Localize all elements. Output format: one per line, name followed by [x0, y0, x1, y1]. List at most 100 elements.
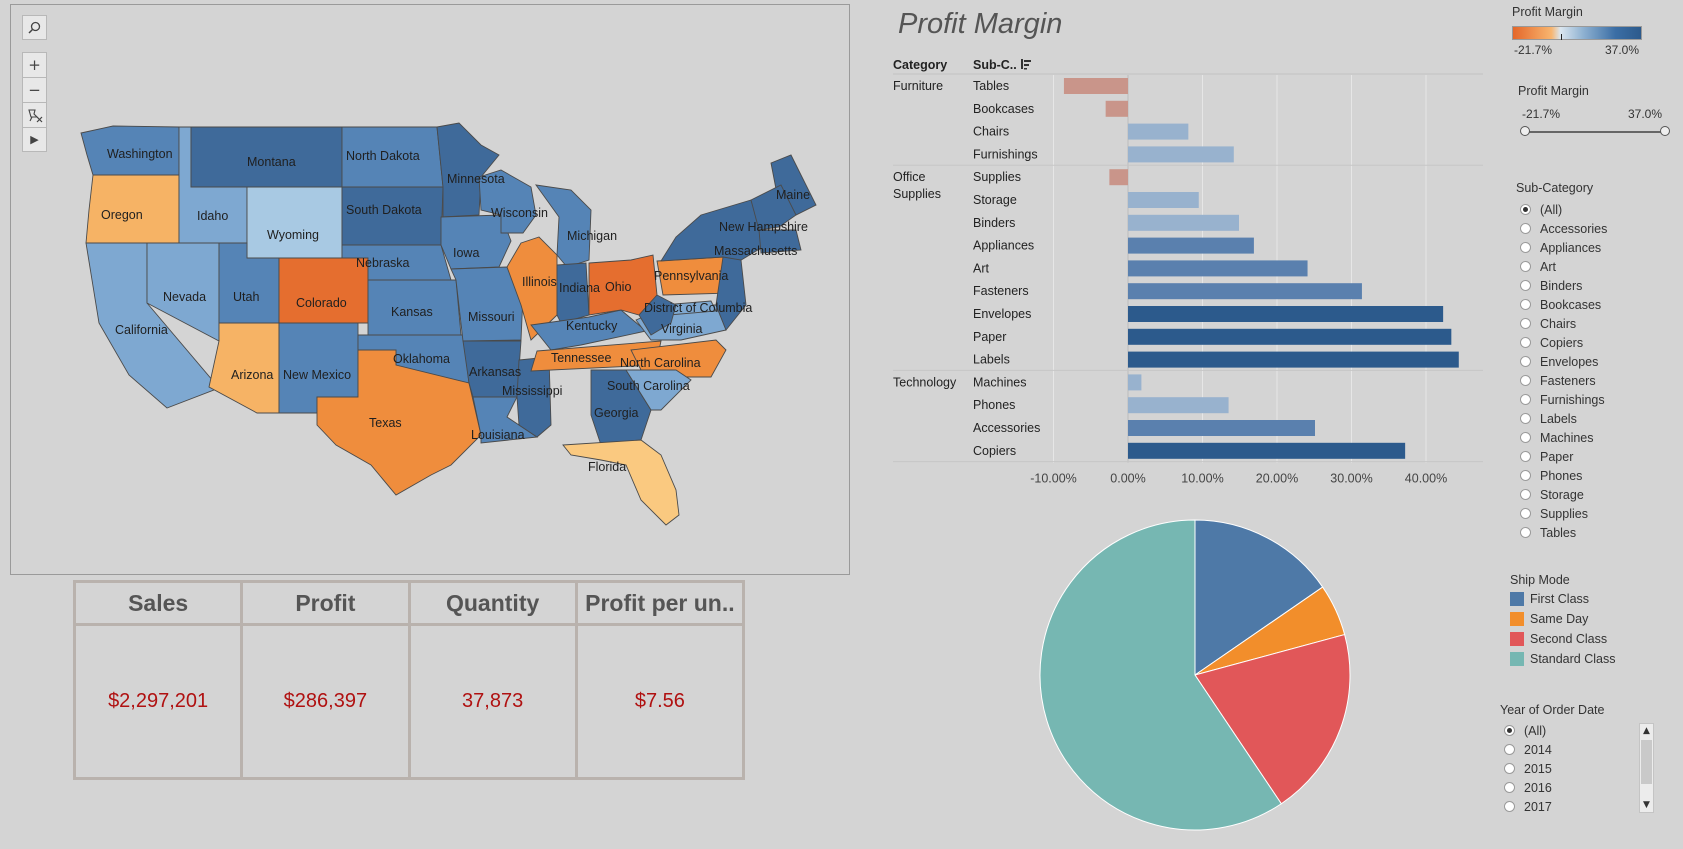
- bar-supplies[interactable]: [1109, 169, 1128, 186]
- filter-option[interactable]: Art: [1520, 257, 1607, 276]
- map-panel[interactable]: Washington Oregon California Idaho Nevada Mon…: [10, 4, 850, 575]
- radio-button[interactable]: [1520, 527, 1531, 538]
- radio-button[interactable]: [1520, 318, 1531, 329]
- filter-option[interactable]: (All): [1520, 200, 1607, 219]
- scroll-up-icon[interactable]: ▲: [1643, 726, 1650, 736]
- radio-button[interactable]: [1520, 337, 1531, 348]
- filter-option[interactable]: Supplies: [1520, 504, 1607, 523]
- radio-button[interactable]: [1520, 432, 1531, 443]
- state-new-hampshire[interactable]: [750, 184, 797, 231]
- bar-phones[interactable]: [1128, 397, 1229, 414]
- state-colorado[interactable]: [278, 257, 369, 324]
- radio-button[interactable]: [1520, 413, 1531, 424]
- state-west-virginia[interactable]: [638, 294, 677, 336]
- filter-option[interactable]: Machines: [1520, 428, 1607, 447]
- state-iowa[interactable]: [440, 214, 512, 270]
- bar-tables[interactable]: [1063, 78, 1128, 94]
- radio-button[interactable]: [1520, 394, 1531, 405]
- state-south-carolina[interactable]: [625, 369, 692, 411]
- legend-item[interactable]: Same Day: [1510, 609, 1615, 629]
- state-texas[interactable]: [316, 349, 482, 496]
- profit-margin-color-scale: [1512, 26, 1642, 40]
- filter-option[interactable]: Binders: [1520, 276, 1607, 295]
- filter-option[interactable]: Envelopes: [1520, 352, 1607, 371]
- filter-option[interactable]: Paper: [1520, 447, 1607, 466]
- radio-button[interactable]: [1520, 261, 1531, 272]
- scroll-down-icon[interactable]: ▼: [1643, 800, 1650, 810]
- filter-option[interactable]: Fasteners: [1520, 371, 1607, 390]
- zoom-in-button[interactable]: +: [22, 52, 47, 77]
- radio-button[interactable]: [1520, 299, 1531, 310]
- bar-chairs[interactable]: [1128, 123, 1189, 140]
- state-wisconsin[interactable]: [478, 169, 537, 234]
- radio-button[interactable]: [1504, 782, 1515, 793]
- sort-icon[interactable]: [1021, 59, 1031, 70]
- bar-furnishings[interactable]: [1128, 146, 1234, 163]
- filter-option[interactable]: Accessories: [1520, 219, 1607, 238]
- filter-option[interactable]: Labels: [1520, 409, 1607, 428]
- pie-slice-first-class[interactable]: [1194, 519, 1324, 676]
- profit-margin-bar-chart[interactable]: Category Sub-C.. Furniture Tables Bookcases C…: [893, 54, 1498, 499]
- radio-button[interactable]: [1520, 356, 1531, 367]
- radio-button[interactable]: [1504, 725, 1515, 736]
- state-label: California: [115, 323, 168, 337]
- radio-button[interactable]: [1504, 763, 1515, 774]
- bar-paper[interactable]: [1128, 328, 1452, 345]
- radio-button[interactable]: [1520, 204, 1531, 215]
- bar-envelopes[interactable]: [1128, 306, 1444, 322]
- legend-item[interactable]: First Class: [1510, 589, 1615, 609]
- bar-storage[interactable]: [1128, 192, 1199, 208]
- filter-option[interactable]: 2014: [1504, 740, 1552, 759]
- us-state-map[interactable]: Washington Oregon California Idaho Nevada Mon…: [11, 5, 851, 576]
- slider-max-handle[interactable]: [1660, 126, 1670, 136]
- radio-button[interactable]: [1520, 508, 1531, 519]
- legend-item[interactable]: Second Class: [1510, 629, 1615, 649]
- pie-slice-second-class[interactable]: [1194, 633, 1351, 805]
- state-wyoming[interactable]: [246, 186, 343, 259]
- year-filter-scrollbar[interactable]: ▲ ▼: [1639, 723, 1654, 813]
- radio-button[interactable]: [1504, 744, 1515, 755]
- map-search-button[interactable]: [22, 15, 47, 40]
- filter-option[interactable]: Bookcases: [1520, 295, 1607, 314]
- slider-min-handle[interactable]: [1520, 126, 1530, 136]
- bar-accessories[interactable]: [1128, 420, 1315, 436]
- bar-art[interactable]: [1128, 260, 1308, 277]
- bar-machines[interactable]: [1128, 374, 1142, 391]
- filter-option[interactable]: Phones: [1520, 466, 1607, 485]
- bar-binders[interactable]: [1128, 214, 1240, 231]
- filter-option[interactable]: Chairs: [1520, 314, 1607, 333]
- radio-button[interactable]: [1520, 242, 1531, 253]
- state-florida[interactable]: [562, 439, 680, 526]
- filter-option[interactable]: Furnishings: [1520, 390, 1607, 409]
- radio-button[interactable]: [1504, 801, 1515, 812]
- filter-option[interactable]: (All): [1504, 721, 1552, 740]
- bar-bookcases[interactable]: [1105, 100, 1128, 117]
- reset-map-button[interactable]: [22, 102, 47, 127]
- bar-appliances[interactable]: [1128, 237, 1254, 254]
- radio-button[interactable]: [1520, 375, 1531, 386]
- radio-button[interactable]: [1520, 451, 1531, 462]
- state-massachusetts[interactable]: [758, 229, 802, 254]
- filter-option[interactable]: Tables: [1520, 523, 1607, 542]
- expand-toolbar-button[interactable]: ▶: [22, 127, 47, 152]
- legend-item[interactable]: Standard Class: [1510, 649, 1615, 669]
- filter-option[interactable]: 2016: [1504, 778, 1552, 797]
- bar-labels[interactable]: [1128, 351, 1459, 368]
- filter-option[interactable]: 2017: [1504, 797, 1552, 816]
- scroll-thumb[interactable]: [1641, 740, 1652, 784]
- filter-option[interactable]: 2015: [1504, 759, 1552, 778]
- filter-option[interactable]: Appliances: [1520, 238, 1607, 257]
- filter-option[interactable]: Copiers: [1520, 333, 1607, 352]
- radio-button[interactable]: [1520, 280, 1531, 291]
- pie-slice-standard-class[interactable]: [1039, 519, 1283, 831]
- ship-mode-pie-chart[interactable]: [1030, 510, 1360, 840]
- radio-button[interactable]: [1520, 489, 1531, 500]
- zoom-out-button[interactable]: −: [22, 77, 47, 102]
- profit-margin-slider-track[interactable]: [1525, 131, 1665, 133]
- bar-fasteners[interactable]: [1128, 283, 1362, 300]
- radio-button[interactable]: [1520, 470, 1531, 481]
- state-new-jersey-md[interactable]: [715, 256, 747, 331]
- bar-copiers[interactable]: [1128, 442, 1406, 459]
- radio-button[interactable]: [1520, 223, 1531, 234]
- filter-option[interactable]: Storage: [1520, 485, 1607, 504]
